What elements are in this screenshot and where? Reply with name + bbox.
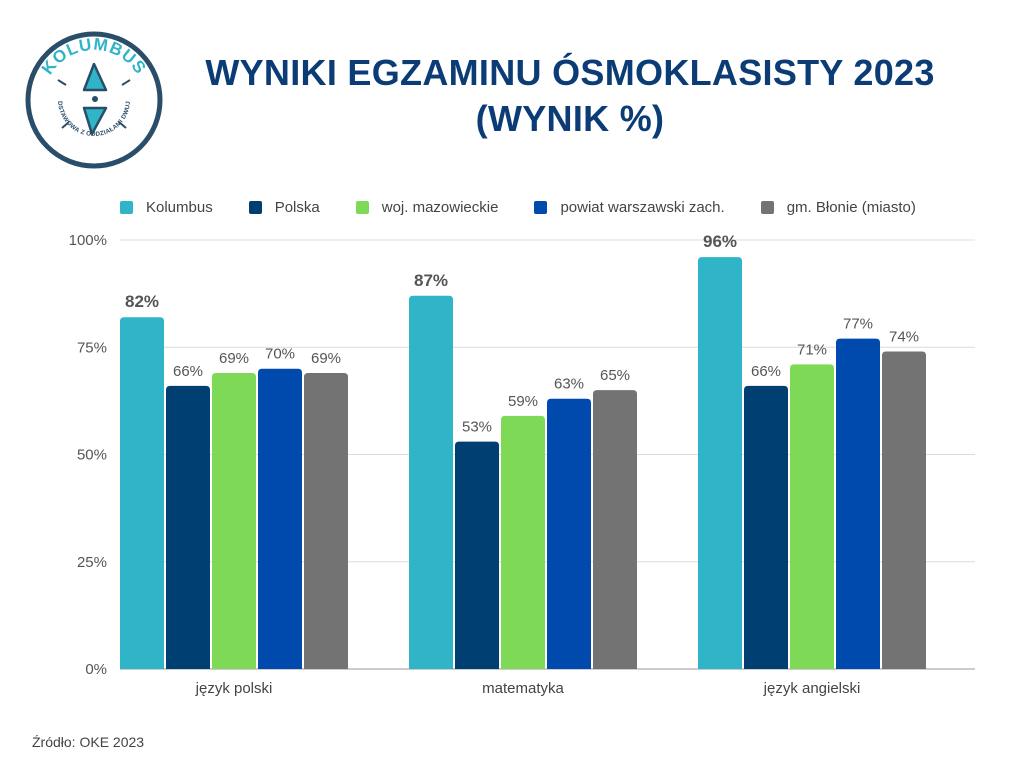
bar-1-3: [547, 398, 591, 669]
bar-0-0: [120, 317, 164, 669]
compass-arrow-up-icon: [82, 62, 108, 92]
y-tick-label: 50%: [77, 447, 107, 464]
data-label: 77%: [843, 316, 873, 333]
legend-swatch: [248, 200, 262, 214]
data-label: 82%: [125, 292, 159, 311]
x-tick-label: język polski: [195, 680, 273, 697]
legend-swatch: [120, 200, 133, 214]
data-label: 69%: [311, 350, 341, 367]
legend-item-2: woj. mazowieckie: [355, 198, 499, 216]
chart-title: WYNIKI EGZAMINU ÓSMOKLASISTY 2023 (WYNIK…: [170, 50, 970, 142]
data-label: 96%: [703, 232, 737, 251]
x-tick-label: język angielski: [763, 680, 861, 697]
bar-2-2: [790, 364, 834, 669]
legend-label: woj. mazowieckie: [381, 198, 499, 216]
legend-swatch: [355, 200, 369, 214]
data-label: 66%: [173, 363, 203, 380]
y-tick-label: 25%: [77, 554, 107, 571]
legend-item-0: Kolumbus: [120, 199, 213, 216]
legend-label: Polska: [274, 198, 320, 216]
data-label: 59%: [508, 393, 538, 410]
bar-1-0: [409, 295, 453, 669]
logo-tick-left: [57, 79, 67, 86]
title-line-1: WYNIKI EGZAMINU ÓSMOKLASISTY 2023: [205, 52, 935, 93]
legend-swatch: [760, 200, 774, 214]
data-label: 63%: [554, 376, 584, 393]
bar-0-3: [258, 368, 302, 669]
y-tick-label: 0%: [85, 661, 107, 678]
x-tick-label: matematyka: [482, 680, 564, 697]
bar-2-4: [882, 351, 926, 669]
bar-2-0: [698, 257, 742, 669]
legend-label: powiat warszawski zach.: [560, 198, 725, 216]
legend-item-4: gm. Błonie (miasto): [760, 198, 916, 216]
bar-1-1: [455, 441, 499, 669]
data-label: 69%: [219, 350, 249, 367]
legend-item-1: Polska: [248, 198, 320, 216]
bar-0-4: [304, 372, 348, 669]
bar-1-4: [593, 390, 637, 669]
data-label: 53%: [462, 419, 492, 436]
data-label: 65%: [600, 367, 630, 384]
logo-tick-br: [118, 121, 127, 129]
bar-0-2: [212, 372, 256, 669]
data-label: 87%: [414, 271, 448, 290]
bar-1-2: [501, 415, 545, 669]
y-tick-label: 75%: [77, 339, 107, 356]
legend-label: gm. Błonie (miasto): [786, 198, 916, 216]
compass-arrow-down-icon: [82, 106, 108, 136]
legend-item-3: powiat warszawski zach.: [534, 198, 725, 216]
legend-swatch: [534, 200, 548, 214]
legend-label: Kolumbus: [146, 198, 213, 216]
title-line-2: (WYNIK %): [475, 98, 665, 139]
data-label: 74%: [889, 329, 919, 346]
logo-tick-bl: [61, 121, 70, 129]
bar-0-1: [166, 385, 210, 669]
data-label: 66%: [751, 363, 781, 380]
source-note: Źródło: OKE 2023: [32, 734, 145, 750]
chart-legend: Kolumbus Polska woj. mazowieckie powiat war…: [120, 196, 952, 218]
compass-center-icon: [92, 96, 98, 102]
data-label: 71%: [797, 341, 827, 358]
bar-2-1: [744, 385, 788, 669]
data-label: 70%: [265, 346, 295, 363]
bar-2-3: [836, 338, 880, 669]
kolumbus-logo: KOLUMBUS SZKOŁA PODSTAWOWA Z ODDZIAŁAMI …: [22, 28, 163, 169]
y-tick-label: 100%: [69, 232, 107, 249]
logo-tick-right: [121, 79, 131, 86]
